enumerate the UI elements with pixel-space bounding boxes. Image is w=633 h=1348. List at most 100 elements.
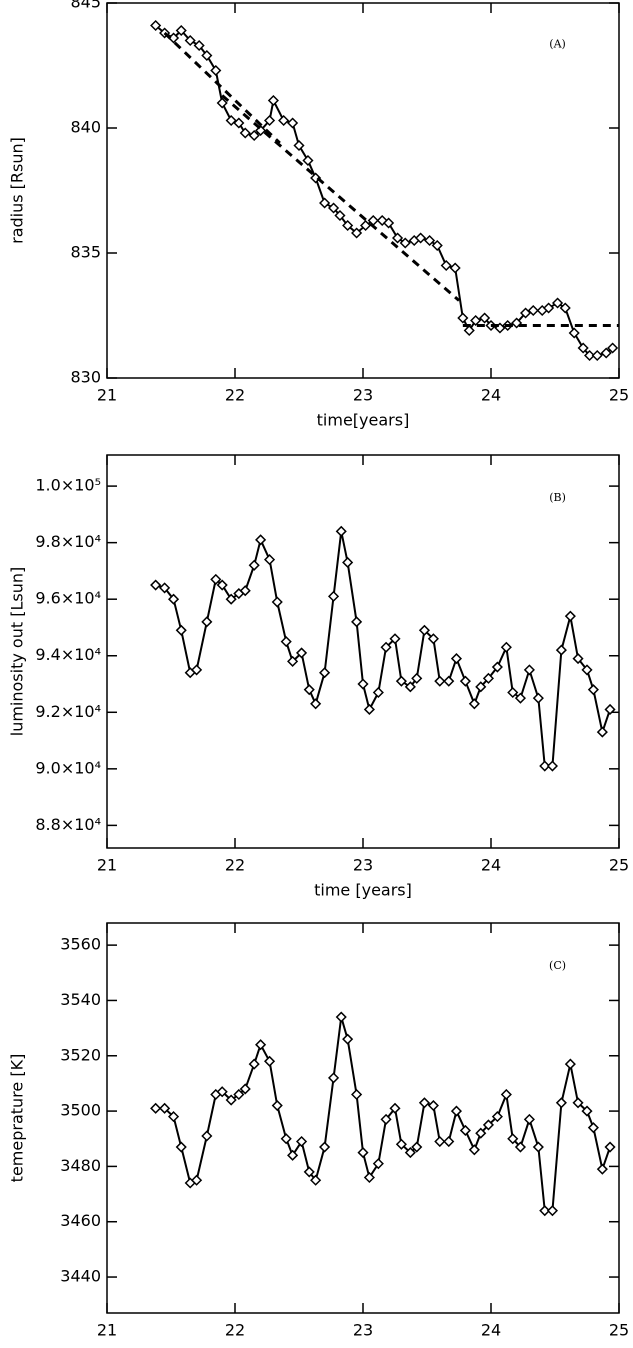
data-point xyxy=(201,49,213,62)
data-point xyxy=(335,1011,347,1023)
data-point xyxy=(216,1086,228,1098)
data-point xyxy=(248,1058,260,1070)
data-point xyxy=(278,114,290,127)
data-point xyxy=(295,647,308,659)
data-point xyxy=(351,616,363,628)
data-point xyxy=(287,655,299,667)
data-point xyxy=(459,1124,471,1137)
data-point xyxy=(239,127,251,139)
data-point xyxy=(225,1094,237,1106)
data-point xyxy=(411,1141,423,1153)
data-point xyxy=(581,1105,593,1117)
data-line xyxy=(154,24,614,357)
data-point xyxy=(184,34,196,47)
data-point xyxy=(372,1158,384,1170)
data-point xyxy=(175,1141,187,1153)
data-point xyxy=(175,624,187,636)
y-tick-label: 840 xyxy=(70,118,101,137)
data-point xyxy=(507,686,519,699)
data-point xyxy=(427,1099,439,1112)
plot-frame xyxy=(106,2,620,379)
data-point xyxy=(470,314,482,327)
data-point xyxy=(443,675,455,687)
data-point xyxy=(391,232,404,244)
data-point xyxy=(334,209,346,222)
data-point xyxy=(280,1133,292,1145)
x-tick-label: 23 xyxy=(353,386,373,405)
data-point xyxy=(167,1111,180,1123)
data-point xyxy=(491,1111,503,1123)
data-point xyxy=(555,1097,567,1109)
data-point xyxy=(475,1127,487,1139)
data-point xyxy=(532,692,544,704)
y-tick-label: 845 xyxy=(70,0,101,12)
data-point xyxy=(581,664,593,676)
data-point xyxy=(302,154,314,167)
y-tick-label: 9.6×10⁴ xyxy=(35,589,101,608)
data-point xyxy=(514,1141,527,1153)
data-point xyxy=(351,227,363,239)
data-point xyxy=(559,302,571,314)
data-point xyxy=(225,593,237,605)
y-tick-label: 835 xyxy=(70,243,101,262)
data-point xyxy=(463,324,475,337)
data-point xyxy=(201,616,213,628)
data-point xyxy=(239,1083,251,1095)
data-point xyxy=(193,39,205,52)
data-point xyxy=(457,312,469,324)
data-point xyxy=(327,1072,340,1084)
data-point xyxy=(532,1141,544,1153)
annotation: (A) xyxy=(549,37,566,50)
data-point xyxy=(263,114,276,127)
data-point xyxy=(255,534,267,546)
data-point xyxy=(564,1058,576,1070)
y-tick-label: 3460 xyxy=(60,1211,101,1230)
data-line xyxy=(155,1016,611,1212)
plot-frame xyxy=(106,922,620,1314)
data-point xyxy=(395,675,407,687)
data-point xyxy=(248,559,260,571)
y-tick-label: 3560 xyxy=(60,935,101,954)
y-axis-label: temeprature [K] xyxy=(8,1054,27,1183)
data-point xyxy=(335,525,347,537)
data-point xyxy=(440,259,452,272)
plot-frame xyxy=(106,454,620,849)
data-point xyxy=(604,1141,616,1153)
data-point xyxy=(383,217,395,229)
data-point xyxy=(449,262,461,274)
data-point xyxy=(450,653,463,665)
x-axis-label: time [years] xyxy=(314,881,412,900)
data-point xyxy=(310,1174,322,1186)
data-point xyxy=(555,644,567,656)
data-point xyxy=(523,664,535,676)
data-point xyxy=(468,1144,480,1156)
data-point xyxy=(587,1122,599,1134)
x-tick-label: 24 xyxy=(481,856,501,875)
data-point xyxy=(434,1135,446,1148)
data-point xyxy=(225,114,237,127)
data-point xyxy=(255,1039,267,1051)
data-point xyxy=(587,684,599,696)
data-point xyxy=(482,1119,495,1131)
data-point xyxy=(404,1147,416,1159)
data-point xyxy=(319,667,331,679)
data-point xyxy=(607,342,619,354)
data-point xyxy=(357,1147,369,1159)
data-point xyxy=(263,554,276,566)
data-point xyxy=(233,117,245,129)
data-point xyxy=(491,661,503,673)
data-point xyxy=(239,585,251,597)
data-point xyxy=(267,94,279,107)
y-tick-label: 3500 xyxy=(60,1101,101,1120)
y-axis-label: luminosity out [Lsun] xyxy=(8,567,27,736)
data-point xyxy=(310,698,322,710)
data-point xyxy=(233,1088,245,1101)
y-tick-label: 1.0×10⁵ xyxy=(35,476,101,495)
data-point xyxy=(527,304,539,317)
data-point xyxy=(404,681,416,693)
data-point xyxy=(564,610,576,622)
data-point xyxy=(546,760,559,772)
data-point xyxy=(293,139,305,152)
data-point xyxy=(295,1135,308,1148)
data-point xyxy=(507,1133,519,1145)
